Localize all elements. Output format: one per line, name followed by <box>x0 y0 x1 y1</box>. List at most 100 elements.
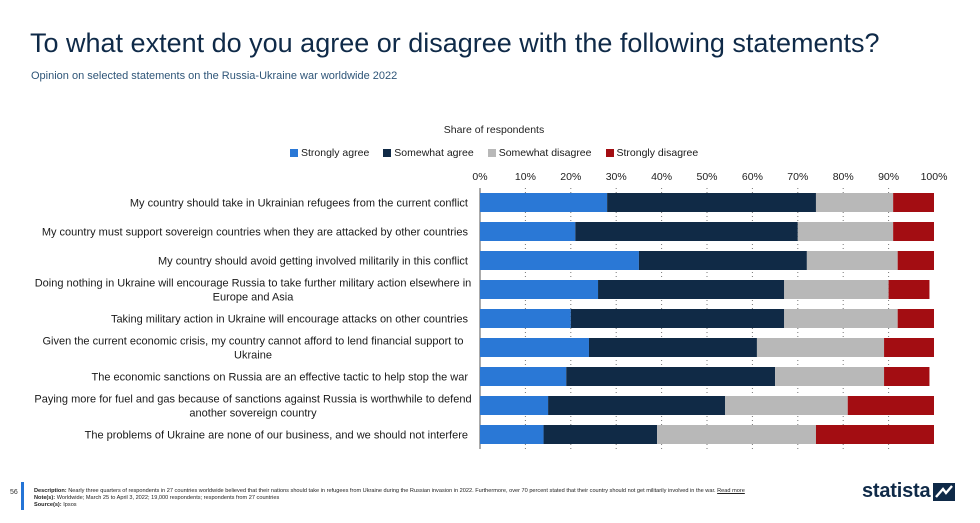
source-text: Ipsos <box>63 502 77 509</box>
bar-segment-strongly-agree <box>480 367 567 386</box>
category-label-line: My country must support sovereign countr… <box>42 227 469 239</box>
category-label-line: Doing nothing in Ukraine will encourage … <box>35 278 472 290</box>
bar-segment-somewhat-agree <box>588 338 757 357</box>
bar-segment-somewhat-agree <box>598 280 785 299</box>
x-tick-label: 50% <box>696 171 717 183</box>
category-label: Given the current economic crisis, my co… <box>42 336 463 362</box>
description-label: Description: <box>34 488 67 494</box>
x-tick-label: 0% <box>472 171 487 183</box>
legend-swatch <box>383 149 392 157</box>
bar-segment-somewhat-disagree <box>775 367 885 386</box>
bar-segment-strongly-agree <box>480 338 589 357</box>
category-label-line: Paying more for fuel and gas because of … <box>34 394 471 406</box>
category-label-line: another sovereign country <box>189 408 317 420</box>
legend-item-strongly-agree: Strongly agree <box>290 147 369 159</box>
bar-segment-strongly-disagree <box>893 222 934 241</box>
legend-label: Strongly disagree <box>616 147 699 159</box>
x-tick-label: 10% <box>515 171 536 183</box>
x-tick-label: 20% <box>560 171 581 183</box>
bar-segment-strongly-disagree <box>897 251 934 270</box>
legend-title: Share of respondents <box>443 124 545 136</box>
bar-segment-somewhat-agree <box>570 309 785 328</box>
category-label: My country should take in Ukrainian refu… <box>130 198 468 210</box>
bar-segment-strongly-agree <box>480 280 599 299</box>
bar-segment-strongly-disagree <box>893 193 934 212</box>
bar-segment-strongly-disagree <box>888 280 930 299</box>
legend-label: Somewhat disagree <box>498 147 592 159</box>
category-label: My country must support sovereign countr… <box>42 227 469 239</box>
source-label: Source(s): <box>34 502 62 509</box>
bar-segment-strongly-disagree <box>884 367 930 386</box>
notes-text: Worldwide; March 25 to April 3, 2022; 19… <box>56 495 280 502</box>
x-tick-label: 30% <box>606 171 627 183</box>
legend-swatch <box>487 149 496 157</box>
bar-segment-strongly-disagree <box>884 338 934 357</box>
category-label-line: Taking military action in Ukraine will e… <box>111 314 469 326</box>
bar-segment-somewhat-disagree <box>784 309 898 328</box>
bar-segment-strongly-agree <box>480 193 608 212</box>
x-tick-label: 70% <box>787 171 808 183</box>
bar-segment-somewhat-agree <box>575 222 798 241</box>
chart-legend: Strongly agree Somewhat agree Somewhat dis… <box>290 147 698 159</box>
category-label: Taking military action in Ukraine will e… <box>111 314 469 326</box>
bar-segment-somewhat-agree <box>566 367 776 386</box>
logo-mark-icon <box>933 482 956 501</box>
x-tick-label: 60% <box>742 171 763 183</box>
category-label-line: The problems of Ukraine are none of our … <box>85 430 468 442</box>
footer-accent-bar <box>21 482 24 510</box>
legend-swatch <box>290 149 298 157</box>
category-label: The economic sanctions on Russia are an … <box>92 372 469 384</box>
bar-segment-strongly-disagree <box>847 396 934 415</box>
bar-segment-somewhat-agree <box>638 251 807 270</box>
description-text: Nearly three quarters of respondents in … <box>68 488 716 494</box>
notes-label: Note(s): <box>34 495 56 502</box>
category-label-line: Given the current economic crisis, my co… <box>42 336 463 348</box>
bar-segment-somewhat-agree <box>543 425 658 444</box>
category-label: The problems of Ukraine are none of our … <box>85 430 468 442</box>
category-label-line: The economic sanctions on Russia are an … <box>92 372 469 384</box>
bar-segment-strongly-agree <box>480 396 549 415</box>
legend-item-somewhat-agree: Somewhat agree <box>383 147 474 159</box>
page-number: 56 <box>10 489 18 496</box>
bar-segment-somewhat-disagree <box>806 251 898 270</box>
footer-source: Source(s): Ipsos <box>34 502 824 509</box>
bar-segment-strongly-agree <box>480 425 544 444</box>
bar-segment-somewhat-agree <box>607 193 816 212</box>
logo-text: statista <box>862 480 931 502</box>
category-label: Paying more for fuel and gas because of … <box>34 394 471 420</box>
footer-note: Note(s): Worldwide; March 25 to April 3,… <box>34 495 824 502</box>
bar-segment-somewhat-disagree <box>815 193 894 212</box>
statista-logo[interactable]: statista <box>862 480 956 503</box>
legend-item-somewhat-disagree: Somewhat disagree <box>487 147 592 159</box>
legend-item-strongly-disagree: Strongly disagree <box>605 147 699 159</box>
x-tick-label: 90% <box>878 171 899 183</box>
bar-segment-strongly-agree <box>480 251 639 270</box>
footer-notes: Description: Nearly three quarters of re… <box>34 488 824 510</box>
bar-segment-strongly-agree <box>480 222 576 241</box>
bar-segment-strongly-agree <box>480 309 571 328</box>
legend-label: Somewhat agree <box>394 147 474 159</box>
category-label: Doing nothing in Ukraine will encourage … <box>35 278 472 304</box>
category-label-line: My country should take in Ukrainian refu… <box>130 198 468 210</box>
bar-segment-strongly-disagree <box>897 309 934 328</box>
x-tick-label: 100% <box>921 171 948 183</box>
bar-segment-somewhat-disagree <box>756 338 885 357</box>
footer-description: Description: Nearly three quarters of re… <box>34 488 824 495</box>
bar-segment-somewhat-disagree <box>657 425 816 444</box>
stacked-bar-chart: 0% 10% 20% 30% 40% 50% 60% 70% 80% 90% 100% My coun… <box>34 171 948 449</box>
bar-segment-somewhat-disagree <box>784 280 889 299</box>
bar-segment-somewhat-agree <box>548 396 726 415</box>
bar-segment-somewhat-disagree <box>797 222 894 241</box>
read-more-link[interactable]: Read more <box>717 488 745 494</box>
page-title: To what extent do you agree or disagree … <box>30 28 880 58</box>
bar-segment-somewhat-disagree <box>725 396 848 415</box>
x-tick-label: 40% <box>651 171 672 183</box>
x-tick-label: 80% <box>833 171 854 183</box>
legend-label: Strongly agree <box>301 147 370 159</box>
category-label: My country should avoid getting involved… <box>158 256 468 268</box>
legend-swatch <box>605 149 614 157</box>
bar-segment-strongly-disagree <box>815 425 934 444</box>
page-subtitle: Opinion on selected statements on the Ru… <box>31 70 398 82</box>
category-label-line: Ukraine <box>234 350 272 362</box>
category-label-line: My country should avoid getting involved… <box>158 256 468 268</box>
